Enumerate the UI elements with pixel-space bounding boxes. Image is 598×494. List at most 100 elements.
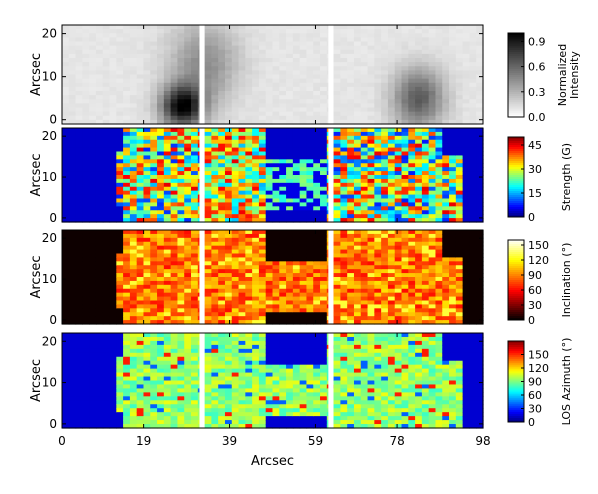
heatmap-cell — [143, 53, 151, 59]
heatmap-cell — [163, 304, 172, 309]
heatmap-cell — [163, 206, 172, 211]
heatmap-cell — [245, 198, 253, 204]
heatmap-cell — [116, 128, 124, 133]
heatmap-cell — [150, 143, 158, 149]
heatmap-cell — [387, 210, 396, 215]
heatmap-cell — [279, 320, 287, 325]
heatmap-cell — [367, 190, 375, 196]
heatmap-cell — [469, 171, 477, 176]
heatmap-cell — [333, 66, 341, 71]
heatmap-cell — [415, 253, 423, 259]
heatmap-cell — [313, 66, 321, 71]
heatmap-cell — [320, 131, 328, 137]
heatmap-cell — [286, 159, 294, 164]
heatmap-cell — [320, 280, 328, 286]
heatmap-cell — [82, 115, 90, 121]
heatmap-cell — [95, 95, 104, 100]
heatmap-cell — [374, 175, 382, 180]
heatmap-cell — [102, 388, 111, 393]
heatmap-cell — [381, 304, 389, 309]
heatmap-cell — [415, 143, 423, 149]
heatmap-cell — [340, 241, 348, 247]
heatmap-cell — [211, 103, 219, 109]
heatmap-cell — [150, 265, 158, 270]
heatmap-cell — [157, 273, 165, 278]
heatmap-cell — [374, 261, 382, 266]
heatmap-cell — [415, 111, 423, 117]
heatmap-cell — [313, 107, 321, 113]
heatmap-cell — [211, 171, 219, 176]
heatmap-cell — [62, 182, 70, 188]
heatmap-cell — [455, 41, 464, 47]
heatmap-cell — [150, 163, 158, 168]
heatmap-cell — [265, 58, 274, 63]
heatmap-cell — [320, 233, 328, 239]
heatmap-cell — [421, 277, 430, 282]
heatmap-cell — [143, 198, 151, 204]
heatmap-cell — [82, 78, 90, 84]
heatmap-cell — [157, 119, 165, 125]
heatmap-cell — [95, 284, 104, 290]
heatmap-cell — [415, 320, 423, 325]
heatmap-cell — [258, 178, 267, 184]
heatmap-cell — [170, 352, 179, 358]
heatmap-cell — [360, 241, 369, 247]
heatmap-cell — [306, 37, 314, 43]
heatmap-cell — [170, 175, 179, 180]
heatmap-cell — [143, 392, 151, 397]
heatmap-cell — [333, 284, 341, 290]
heatmap-cell — [143, 245, 151, 251]
heatmap-cell — [157, 163, 165, 168]
heatmap-cell — [82, 408, 90, 413]
heatmap-cell — [252, 280, 260, 286]
heatmap-cell — [320, 37, 328, 43]
heatmap-cell — [408, 230, 416, 235]
heatmap-cell — [442, 119, 450, 125]
heatmap-cell — [415, 167, 423, 172]
heatmap-cell — [170, 128, 179, 133]
heatmap-cell — [238, 45, 246, 51]
heatmap-cell — [394, 245, 403, 251]
heatmap-cell — [333, 214, 341, 219]
heatmap-cell — [238, 194, 246, 200]
heatmap-cell — [136, 143, 145, 149]
heatmap-cell — [89, 245, 97, 251]
heatmap-cell — [191, 115, 199, 121]
heatmap-cell — [191, 412, 199, 417]
heatmap-cell — [387, 175, 396, 180]
heatmap-cell — [170, 336, 179, 342]
heatmap-cell — [184, 249, 192, 255]
heatmap-cell — [89, 29, 97, 34]
heatmap-cell — [191, 194, 199, 200]
heatmap-cell — [218, 296, 226, 302]
heatmap-cell — [313, 253, 321, 259]
heatmap-cell — [347, 107, 355, 113]
heatmap-cell — [75, 82, 83, 88]
heatmap-cell — [333, 316, 341, 321]
heatmap-cell — [75, 312, 83, 317]
heatmap-cell — [258, 25, 267, 30]
heatmap-cell — [428, 49, 437, 55]
heatmap-cell — [245, 237, 253, 243]
heatmap-cell — [333, 49, 341, 55]
heatmap-cell — [381, 155, 389, 160]
heatmap-cell — [75, 249, 83, 255]
heatmap-cell — [224, 53, 233, 59]
heatmap-cell — [320, 74, 328, 80]
heatmap-cell — [252, 269, 260, 274]
heatmap-cell — [320, 198, 328, 204]
heatmap-cell — [109, 198, 117, 204]
heatmap-cell — [218, 135, 226, 141]
heatmap-cell — [75, 190, 83, 196]
heatmap-cell — [408, 91, 416, 96]
heatmap-cell — [143, 296, 151, 302]
heatmap-cell — [184, 131, 192, 137]
heatmap-cell — [102, 316, 111, 321]
heatmap-cell — [286, 241, 294, 247]
heatmap-cell — [455, 53, 464, 59]
heatmap-cell — [163, 151, 172, 157]
heatmap-cell — [381, 70, 389, 76]
heatmap-cell — [204, 159, 212, 164]
heatmap-cell — [109, 230, 117, 235]
heatmap-cell — [89, 99, 97, 104]
